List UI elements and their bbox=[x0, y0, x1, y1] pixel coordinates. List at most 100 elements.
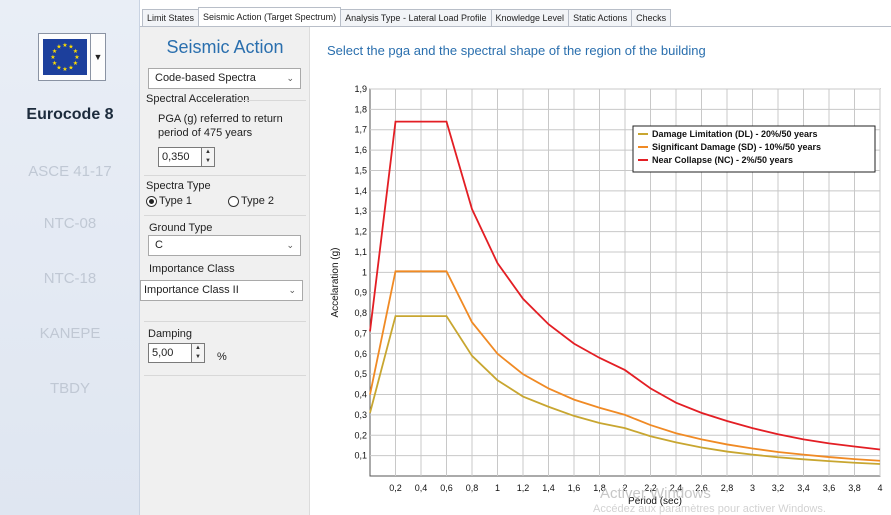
chevron-down-icon: ⌄ bbox=[286, 73, 294, 83]
pga-value: 0,350 bbox=[162, 151, 190, 163]
x-tick-label: 1 bbox=[495, 483, 500, 493]
y-tick-label: 1,5 bbox=[354, 165, 367, 175]
y-tick-label: 0,9 bbox=[354, 288, 367, 298]
tab-static-actions[interactable]: Static Actions bbox=[568, 9, 633, 26]
svg-text:★: ★ bbox=[51, 60, 56, 67]
y-tick-label: 0,4 bbox=[354, 390, 367, 400]
tab-divider bbox=[140, 26, 891, 27]
x-tick-label: 2 bbox=[622, 483, 627, 493]
tab-checks[interactable]: Checks bbox=[631, 9, 672, 26]
svg-text:★: ★ bbox=[68, 64, 73, 71]
sidebar-item-kanepe[interactable]: KANEPE bbox=[39, 325, 101, 342]
y-tick-label: 1,2 bbox=[354, 227, 367, 237]
panel-title: Seismic Action bbox=[166, 37, 284, 57]
code-sidebar: ★ ★ ★ ★ ★ ★ ★ ★ ★ ★ ★ ★ ▼ Eurocode 8 ASCE 41-17 NTC… bbox=[0, 0, 140, 515]
pga-stepper[interactable]: ▲ ▼ bbox=[201, 148, 214, 166]
activation-watermark-text: Accédez aux paramètres pour activer Wind… bbox=[593, 503, 826, 515]
svg-text:★: ★ bbox=[62, 42, 67, 49]
chevron-down-icon: ▼ bbox=[93, 52, 103, 62]
legend-entry: Near Collapse (NC) - 2%/50 years bbox=[652, 155, 793, 165]
x-tick-label: 0,6 bbox=[440, 483, 453, 493]
x-tick-label: 2,8 bbox=[721, 483, 734, 493]
svg-text:★: ★ bbox=[50, 54, 55, 61]
x-tick-label: 0,8 bbox=[466, 483, 479, 493]
y-tick-label: 1,4 bbox=[354, 186, 367, 196]
ground-type-value: C bbox=[155, 239, 163, 251]
sidebar-item-ntc-18[interactable]: NTC-18 bbox=[43, 270, 97, 287]
divider bbox=[144, 375, 306, 376]
sidebar-item-asce-41-17[interactable]: ASCE 41-17 bbox=[28, 163, 112, 180]
x-tick-label: 4 bbox=[877, 483, 882, 493]
legend-entry: Damage Limitation (DL) - 20%/50 years bbox=[652, 129, 818, 139]
legend-entry: Significant Damage (SD) - 10%/50 years bbox=[652, 142, 821, 152]
x-tick-label: 1,2 bbox=[517, 483, 530, 493]
ground-type-label: Ground Type bbox=[149, 222, 213, 234]
tab-strip: Limit States Seismic Action (Target Spec… bbox=[142, 7, 672, 26]
sidebar-item-eurocode-8[interactable]: Eurocode 8 bbox=[26, 106, 114, 123]
response-spectrum-chart: 0,2 0,4 0,6 0,8 1 1,2 1,4 1,6 1,8 2 2,2 2,4 2,6 2,8 3 3… bbox=[330, 84, 883, 507]
y-tick-label: 1,7 bbox=[354, 125, 367, 135]
x-tick-label: 1,8 bbox=[593, 483, 606, 493]
pga-label-line2: period of 475 years bbox=[158, 127, 253, 139]
chevron-down-icon: ⌄ bbox=[288, 285, 296, 295]
damping-stepper[interactable]: ▲ ▼ bbox=[191, 344, 204, 362]
x-tick-label: 1,6 bbox=[568, 483, 581, 493]
svg-text:★: ★ bbox=[56, 64, 61, 71]
series-line-0 bbox=[369, 315, 881, 465]
divider bbox=[144, 321, 306, 322]
spectra-source-value: Code-based Spectra bbox=[155, 72, 256, 84]
sidebar-item-ntc-08[interactable]: NTC-08 bbox=[43, 215, 97, 232]
spectra-type-2-radio[interactable]: Type 2 bbox=[228, 195, 274, 207]
damping-label: Damping bbox=[148, 328, 193, 340]
pga-input[interactable]: 0,350 ▲ ▼ bbox=[158, 147, 215, 167]
instruction-text: Select the pga and the spectral shape of… bbox=[327, 43, 706, 58]
x-tick-label: 3,6 bbox=[823, 483, 836, 493]
svg-text:★: ★ bbox=[62, 66, 67, 73]
x-tick-label: 3,8 bbox=[848, 483, 861, 493]
spectra-type-1-radio[interactable]: Type 1 bbox=[146, 195, 192, 207]
type2-label: Type 2 bbox=[241, 195, 275, 207]
x-axis-label: Period (sec) bbox=[628, 496, 682, 507]
svg-text:★: ★ bbox=[72, 48, 77, 55]
y-tick-label: 1,1 bbox=[354, 247, 367, 257]
x-tick-label: 3 bbox=[750, 483, 755, 493]
eu-flag-icon: ★ ★ ★ ★ ★ ★ ★ ★ ★ ★ ★ ★ bbox=[39, 34, 91, 80]
pga-label: PGA (g) referred to return bbox=[158, 113, 283, 125]
sidebar-item-tbdy[interactable]: TBDY bbox=[49, 380, 90, 397]
x-tick-label: 3,4 bbox=[797, 483, 810, 493]
damping-unit: % bbox=[217, 351, 227, 363]
radio-checked-icon bbox=[146, 195, 157, 207]
y-tick-label: 1,6 bbox=[354, 145, 367, 155]
divider bbox=[236, 100, 306, 101]
spectra-source-select[interactable]: Code-based Spectra ⌄ bbox=[148, 68, 301, 89]
tab-seismic-action[interactable]: Seismic Action (Target Spectrum) bbox=[198, 7, 342, 26]
tab-knowledge-level[interactable]: Knowledge Level bbox=[490, 9, 570, 26]
divider bbox=[144, 175, 306, 176]
y-tick-label: 1,9 bbox=[354, 84, 367, 94]
importance-class-select[interactable]: Importance Class II ⌄ bbox=[140, 280, 303, 301]
tab-analysis-type[interactable]: Analysis Type - Lateral Load Profile bbox=[340, 9, 492, 26]
y-tick-label: 0,8 bbox=[354, 308, 367, 318]
spectra-type-label: Spectra Type bbox=[146, 180, 211, 192]
importance-class-label: Importance Class bbox=[149, 263, 235, 275]
y-tick-label: 0,1 bbox=[354, 451, 367, 461]
y-axis-label: Accelaration (g) bbox=[330, 247, 341, 317]
chevron-down-icon: ⌄ bbox=[286, 240, 294, 250]
ground-type-select[interactable]: C ⌄ bbox=[148, 235, 301, 256]
x-tick-label: 3,2 bbox=[772, 483, 785, 493]
y-tick-label: 0,7 bbox=[354, 328, 367, 338]
svg-text:★: ★ bbox=[56, 44, 61, 51]
series-line-1 bbox=[369, 270, 881, 462]
damping-input[interactable]: 5,00 ▲ ▼ bbox=[148, 343, 205, 363]
radio-unchecked-icon bbox=[228, 195, 239, 207]
svg-text:★: ★ bbox=[51, 48, 56, 55]
y-tick-label: 0,3 bbox=[354, 410, 367, 420]
activation-watermark-title: Activer Windows bbox=[600, 485, 711, 502]
y-tick-label: 1,3 bbox=[354, 206, 367, 216]
svg-text:★: ★ bbox=[72, 60, 77, 67]
y-tick-label: 1 bbox=[362, 267, 367, 277]
code-flag-dropdown[interactable]: ★ ★ ★ ★ ★ ★ ★ ★ ★ ★ ★ ★ ▼ bbox=[38, 33, 106, 81]
y-tick-label: 0,2 bbox=[354, 430, 367, 440]
tab-limit-states[interactable]: Limit States bbox=[142, 9, 200, 26]
x-tick-label: 2,2 bbox=[644, 483, 657, 493]
